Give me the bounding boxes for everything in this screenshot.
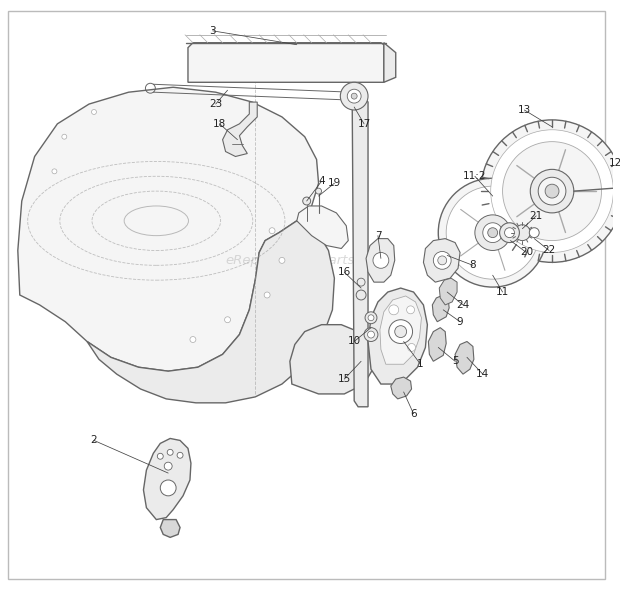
Circle shape — [264, 292, 270, 298]
Circle shape — [190, 336, 196, 342]
Circle shape — [433, 251, 451, 269]
Circle shape — [177, 453, 183, 458]
Circle shape — [365, 312, 377, 324]
Text: 17: 17 — [358, 119, 371, 129]
Text: 11: 11 — [496, 287, 509, 297]
Text: 24: 24 — [456, 300, 469, 310]
Circle shape — [351, 93, 357, 99]
Circle shape — [269, 228, 275, 234]
Circle shape — [164, 462, 172, 470]
Circle shape — [364, 327, 378, 342]
Polygon shape — [18, 87, 319, 371]
Circle shape — [438, 256, 446, 265]
Circle shape — [438, 178, 547, 287]
Circle shape — [368, 315, 374, 321]
Text: 8: 8 — [469, 260, 476, 270]
Polygon shape — [223, 102, 257, 156]
Circle shape — [505, 228, 515, 238]
Circle shape — [389, 305, 399, 315]
Circle shape — [500, 223, 520, 242]
Circle shape — [407, 343, 415, 352]
Circle shape — [357, 278, 365, 286]
Text: 4: 4 — [318, 176, 325, 186]
Circle shape — [161, 480, 176, 496]
Text: eReplacementParts.com: eReplacementParts.com — [226, 254, 388, 267]
Circle shape — [529, 228, 539, 238]
Circle shape — [483, 223, 503, 242]
Text: 9: 9 — [457, 317, 463, 327]
Circle shape — [224, 317, 231, 323]
Circle shape — [157, 453, 163, 459]
Text: 10: 10 — [348, 336, 361, 346]
Text: 18: 18 — [213, 119, 226, 129]
Circle shape — [488, 228, 498, 238]
Polygon shape — [391, 377, 412, 399]
Text: 12: 12 — [609, 159, 620, 168]
Circle shape — [515, 225, 530, 241]
Text: 3: 3 — [210, 26, 216, 36]
Circle shape — [407, 306, 415, 314]
Text: 6: 6 — [410, 409, 417, 419]
Circle shape — [316, 188, 322, 194]
Text: 15: 15 — [338, 374, 351, 384]
FancyBboxPatch shape — [8, 11, 606, 579]
Text: 23: 23 — [209, 99, 223, 109]
Text: 14: 14 — [476, 369, 489, 379]
Circle shape — [340, 82, 368, 110]
Circle shape — [538, 177, 566, 205]
Polygon shape — [380, 296, 422, 364]
Text: 19: 19 — [328, 178, 341, 188]
Circle shape — [347, 89, 361, 103]
Polygon shape — [432, 295, 449, 322]
Circle shape — [481, 120, 620, 263]
Circle shape — [490, 130, 613, 253]
Circle shape — [62, 135, 67, 139]
Polygon shape — [290, 324, 374, 394]
Circle shape — [475, 215, 510, 251]
Circle shape — [303, 197, 311, 205]
Polygon shape — [428, 327, 446, 361]
Polygon shape — [352, 97, 368, 407]
Polygon shape — [455, 342, 474, 374]
Circle shape — [503, 142, 601, 241]
Polygon shape — [368, 288, 427, 384]
Polygon shape — [87, 221, 334, 403]
Circle shape — [279, 257, 285, 263]
Circle shape — [530, 169, 574, 213]
Text: 20: 20 — [520, 247, 533, 257]
Polygon shape — [366, 238, 395, 282]
Circle shape — [52, 169, 57, 174]
Polygon shape — [297, 206, 348, 248]
Text: 2: 2 — [91, 435, 97, 445]
Polygon shape — [439, 278, 457, 305]
Text: 11:2: 11:2 — [463, 171, 487, 181]
Polygon shape — [188, 42, 384, 82]
Circle shape — [389, 320, 412, 343]
Polygon shape — [143, 438, 191, 520]
Circle shape — [373, 253, 389, 268]
Polygon shape — [161, 520, 180, 537]
Circle shape — [92, 110, 97, 114]
Circle shape — [356, 290, 366, 300]
Circle shape — [545, 184, 559, 198]
Circle shape — [395, 326, 407, 337]
Text: 21: 21 — [529, 211, 543, 221]
Text: 5: 5 — [452, 356, 458, 366]
Text: 1: 1 — [417, 359, 424, 369]
Text: 22: 22 — [542, 245, 556, 255]
Text: 16: 16 — [338, 267, 351, 277]
Text: 13: 13 — [518, 105, 531, 115]
Polygon shape — [423, 238, 460, 282]
Circle shape — [167, 450, 173, 455]
Circle shape — [446, 186, 539, 279]
Circle shape — [368, 331, 374, 338]
Text: 7: 7 — [374, 231, 381, 241]
Polygon shape — [384, 42, 396, 82]
